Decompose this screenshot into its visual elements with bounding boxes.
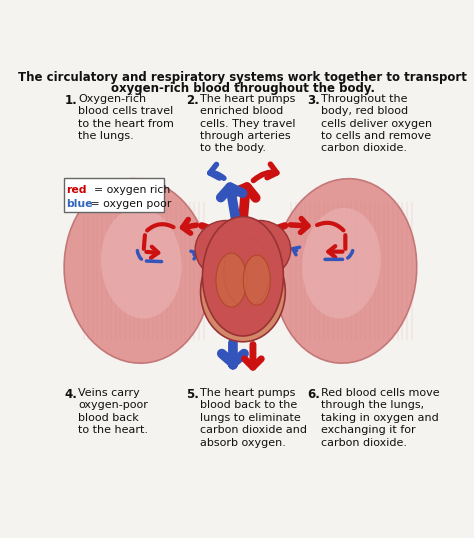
Text: red: red bbox=[66, 185, 87, 195]
Text: Veins carry
oxygen-poor
blood back
to the heart.: Veins carry oxygen-poor blood back to th… bbox=[78, 388, 148, 435]
Text: oxygen-rich blood throughout the body.: oxygen-rich blood throughout the body. bbox=[111, 81, 375, 95]
Ellipse shape bbox=[101, 208, 182, 318]
Text: Throughout the
body, red blood
cells deliver oxygen
to cells and remove
carbon d: Throughout the body, red blood cells del… bbox=[321, 94, 432, 153]
Text: 3.: 3. bbox=[307, 94, 319, 107]
Text: blue: blue bbox=[66, 199, 93, 209]
Text: The heart pumps
enriched blood
cells. They travel
through arteries
to the body.: The heart pumps enriched blood cells. Th… bbox=[200, 94, 295, 153]
Ellipse shape bbox=[202, 217, 283, 336]
Ellipse shape bbox=[229, 221, 291, 278]
Ellipse shape bbox=[274, 179, 417, 363]
Ellipse shape bbox=[243, 255, 270, 305]
Text: = oxygen poor: = oxygen poor bbox=[87, 199, 171, 209]
Text: Oxygen-rich
blood cells travel
to the heart from
the lungs.: Oxygen-rich blood cells travel to the he… bbox=[78, 94, 174, 141]
Ellipse shape bbox=[201, 242, 285, 342]
Text: 5.: 5. bbox=[186, 388, 199, 401]
Text: The circulatory and respiratory systems work together to transport: The circulatory and respiratory systems … bbox=[18, 70, 467, 84]
Ellipse shape bbox=[195, 221, 257, 278]
FancyBboxPatch shape bbox=[64, 178, 164, 211]
Text: 2.: 2. bbox=[186, 94, 199, 107]
Text: = oxygen rich: = oxygen rich bbox=[87, 185, 170, 195]
Ellipse shape bbox=[302, 208, 381, 318]
Text: 6.: 6. bbox=[307, 388, 319, 401]
Ellipse shape bbox=[216, 253, 247, 307]
Text: 4.: 4. bbox=[64, 388, 77, 401]
Ellipse shape bbox=[64, 179, 211, 363]
Text: 1.: 1. bbox=[64, 94, 77, 107]
Text: The heart pumps
blood back to the
lungs to eliminate
carbon dioxide and
absorb o: The heart pumps blood back to the lungs … bbox=[200, 388, 307, 448]
Text: Red blood cells move
through the lungs,
taking in oxygen and
exchanging it for
c: Red blood cells move through the lungs, … bbox=[321, 388, 439, 448]
